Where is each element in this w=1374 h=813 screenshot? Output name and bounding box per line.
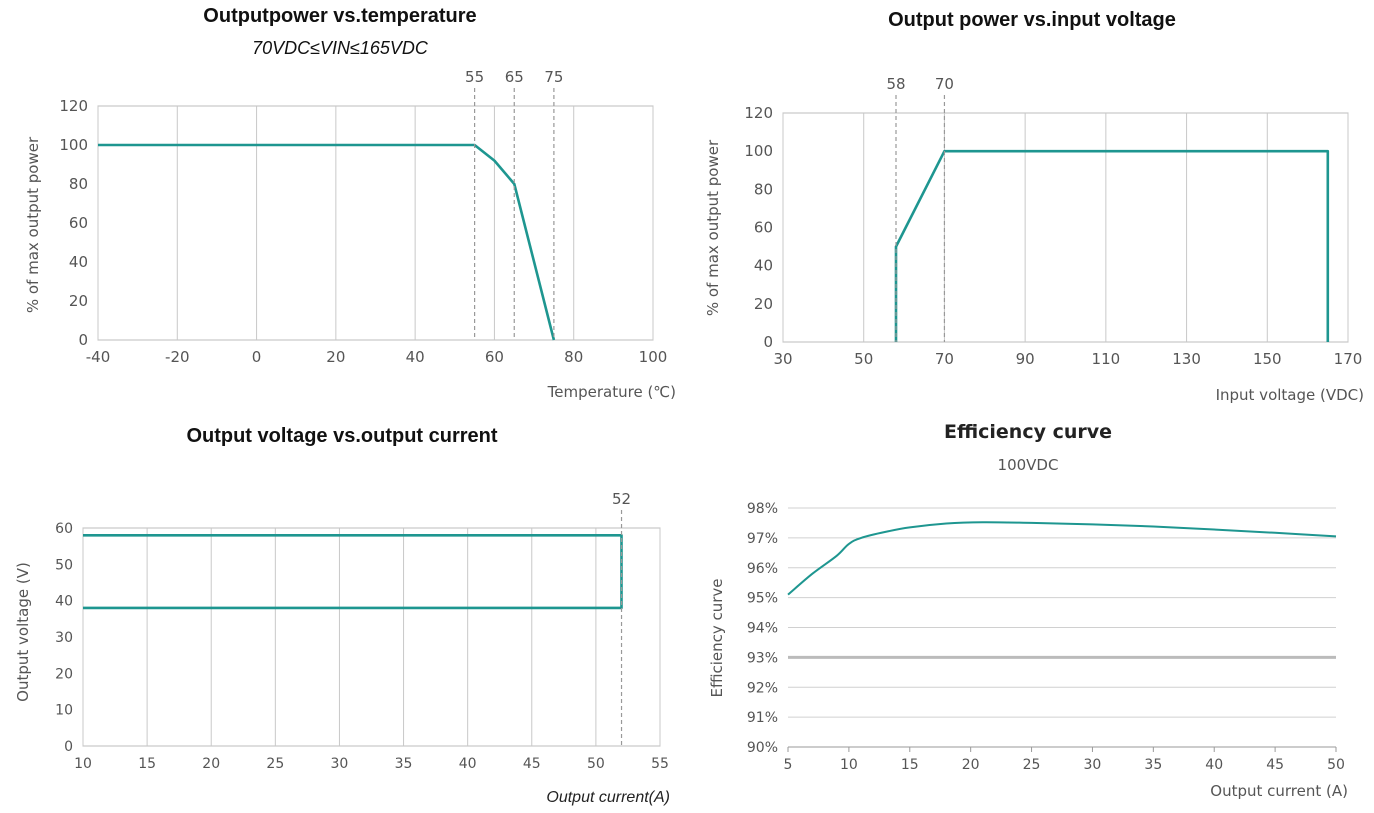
- chart1-series-line: [98, 143, 556, 341]
- chart4-xlabel: Output current (A): [1210, 782, 1348, 800]
- chart-efficiency-curve: Efficiency curve 100VDC Output current (…: [708, 421, 1348, 800]
- chart4-x-tick-label: 15: [901, 757, 919, 773]
- chart2-xlabel: Input voltage (VDC): [1216, 386, 1364, 404]
- chart3-y-tick-label: 30: [55, 630, 73, 646]
- chart1-marker-label: 65: [505, 68, 524, 86]
- chart3-x-tick-label: 20: [202, 756, 220, 772]
- chart1-x-tick-label: 100: [639, 348, 668, 366]
- chart2-y-tick-label: 60: [754, 219, 773, 237]
- chart2-x-tick-label: 130: [1172, 350, 1201, 368]
- chart1-x-tick-label: 40: [406, 348, 425, 366]
- chart1-y-tick-label: 20: [69, 292, 88, 310]
- chart2-y-tick-label: 0: [763, 333, 773, 351]
- chart4-y-tick-label: 98%: [747, 501, 778, 517]
- chart2-x-tick-label: 30: [773, 350, 792, 368]
- chart3-frame: [82, 527, 661, 747]
- chart2-y-tick-label: 40: [754, 257, 773, 275]
- chart1-y-tick-label: 60: [69, 214, 88, 232]
- chart4-y-tick-label: 91%: [747, 710, 778, 726]
- chart3-y-tick-label: 40: [55, 594, 73, 610]
- chart3-x-tick-label: 45: [523, 756, 541, 772]
- chart2-ylabel: % of max output power: [704, 139, 722, 316]
- chart4-x-tick-label: 40: [1205, 757, 1223, 773]
- chart3-x-tick-label: 25: [266, 756, 284, 772]
- chart1-y-tick-label: 120: [59, 97, 88, 115]
- chart1-x-tick-label: -20: [165, 348, 190, 366]
- chart1-marker-label: 55: [465, 68, 484, 86]
- chart4-y-tick-label: 93%: [747, 650, 778, 666]
- chart1-y-tick-label: 40: [69, 253, 88, 271]
- chart4-x-tick-label: 5: [784, 757, 793, 773]
- chart1-ylabel: % of max output power: [24, 136, 42, 313]
- chart1-x-tick-label: 0: [252, 348, 262, 366]
- chart4-y-tick-label: 94%: [747, 621, 778, 637]
- chart4-subtitle: 100VDC: [998, 456, 1059, 474]
- chart3-x-tick-label: 55: [651, 756, 669, 772]
- chart2-title: Output power vs.input voltage: [888, 9, 1176, 31]
- chart2-series-line: [894, 149, 1330, 342]
- chart3-y-tick-label: 60: [55, 521, 73, 537]
- chart3-marker-label: 52: [612, 490, 631, 508]
- chart1-x-tick-label: 60: [485, 348, 504, 366]
- chart3-ylabel: Output voltage (V): [14, 562, 32, 702]
- chart3-series-line: [83, 533, 623, 610]
- chart1-subtitle: 70VDC≤VIN≤165VDC: [252, 38, 429, 58]
- chart2-y-tick-label: 100: [744, 142, 773, 160]
- chart1-y-tick-label: 80: [69, 175, 88, 193]
- chart4-x-tick-label: 50: [1327, 757, 1345, 773]
- chart1-y-tick-label: 0: [78, 331, 88, 349]
- chart3-x-tick-label: 30: [331, 756, 349, 772]
- chart4-x-tick-label: 30: [1084, 757, 1102, 773]
- chart4-x-tick-label: 10: [840, 757, 858, 773]
- chart4-x-tick-label: 45: [1266, 757, 1284, 773]
- chart-power-vs-input-voltage: Output power vs.input voltage Input volt…: [704, 9, 1364, 404]
- chart2-x-tick-label: 110: [1092, 350, 1121, 368]
- chart2-marker-label: 58: [886, 75, 905, 93]
- chart3-y-tick-label: 10: [55, 703, 73, 719]
- chart4-efficiency-line: [787, 521, 1337, 596]
- chart4-ylabel: Efficiency curve: [708, 578, 726, 697]
- chart1-marker-label: 75: [544, 68, 563, 86]
- chart1-title: Outputpower vs.temperature: [203, 5, 476, 27]
- chart3-x-tick-label: 35: [395, 756, 413, 772]
- chart4-y-tick-label: 95%: [747, 591, 778, 607]
- chart3-y-tick-label: 20: [55, 666, 73, 682]
- chart4-y-tick-label: 97%: [747, 531, 778, 547]
- chart4-y-tick-label: 90%: [747, 740, 778, 756]
- chart4-y-tick-label: 92%: [747, 680, 778, 696]
- chart2-x-tick-label: 90: [1016, 350, 1035, 368]
- chart4-x-tick-label: 25: [1023, 757, 1041, 773]
- chart4-x-tick-label: 20: [962, 757, 980, 773]
- chart2-y-tick-label: 120: [744, 104, 773, 122]
- chart2-x-tick-label: 170: [1334, 350, 1363, 368]
- chart1-y-tick-label: 100: [59, 136, 88, 154]
- chart3-title: Output voltage vs.output current: [186, 425, 497, 447]
- chart1-xlabel: Temperature (℃): [547, 383, 676, 401]
- chart1-frame: [97, 105, 654, 341]
- chart1-x-tick-label: 80: [564, 348, 583, 366]
- chart3-x-tick-label: 50: [587, 756, 605, 772]
- chart4-x-tick-label: 35: [1144, 757, 1162, 773]
- chart2-x-tick-label: 50: [854, 350, 873, 368]
- chart3-y-tick-label: 0: [64, 739, 73, 755]
- chart-voltage-vs-current: Output voltage vs.output current Output …: [14, 425, 670, 806]
- chart3-y-tick-label: 50: [55, 557, 73, 573]
- chart3-xlabel: Output current(A): [546, 789, 670, 806]
- chart2-marker-label: 70: [935, 75, 954, 93]
- chart2-x-tick-label: 70: [935, 350, 954, 368]
- chart3-x-tick-label: 10: [74, 756, 92, 772]
- chart4-y-tick-label: 96%: [747, 561, 778, 577]
- chart2-y-tick-label: 80: [754, 180, 773, 198]
- chart1-x-tick-label: 20: [326, 348, 345, 366]
- chart3-x-tick-label: 15: [138, 756, 156, 772]
- chart2-x-tick-label: 150: [1253, 350, 1282, 368]
- chart3-x-tick-label: 40: [459, 756, 477, 772]
- chart-power-vs-temperature: Outputpower vs.temperature 70VDC≤VIN≤165…: [24, 5, 676, 401]
- chart2-frame: [782, 112, 1349, 343]
- chart2-y-tick-label: 20: [754, 295, 773, 313]
- chart4-title: Efficiency curve: [944, 421, 1112, 443]
- chart1-x-tick-label: -40: [86, 348, 111, 366]
